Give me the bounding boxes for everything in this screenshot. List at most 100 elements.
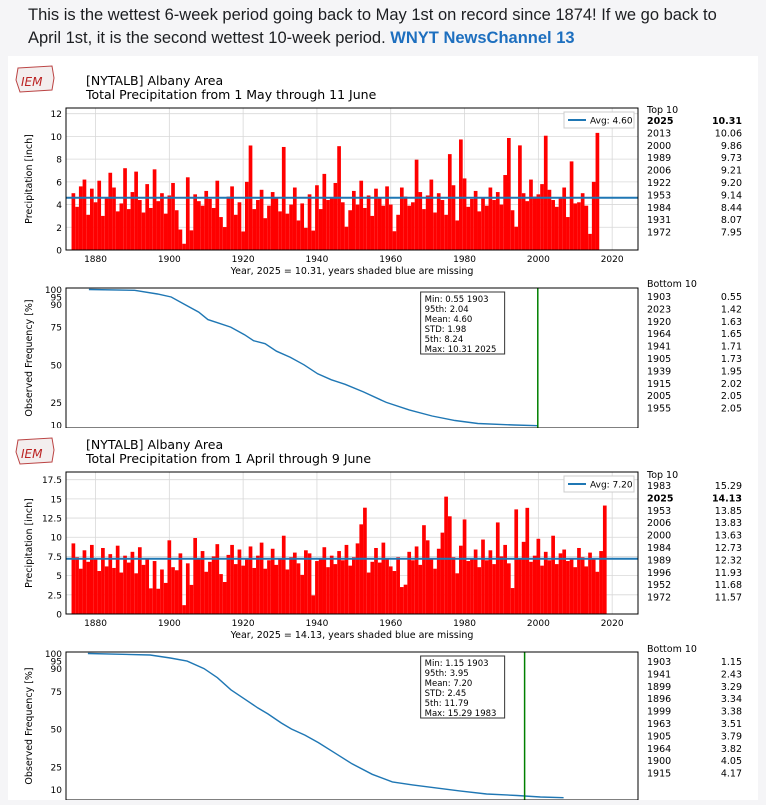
top10-table: 2025 10.31 2013 10.06 2000 9.86 1989 9.73 2006 9.… [647,116,742,239]
bar [444,496,448,614]
table-year: 1953 [647,190,671,201]
stats-line: Max: 10.31 2025 [425,345,497,355]
bar [182,605,186,614]
bar [230,186,234,250]
bar [182,243,186,250]
bar [540,565,544,614]
bar [304,227,308,250]
logo-text: IEM [21,75,43,89]
y-tick-label: 25 [51,763,62,773]
bar [499,204,504,250]
bar [322,547,327,614]
bar [174,570,179,614]
bar [185,177,190,250]
bar [447,516,452,614]
bar [462,178,467,250]
bar [366,195,371,250]
bar [322,173,327,250]
bar [156,201,161,250]
bar [285,213,290,250]
bar [222,227,227,250]
bar [185,563,190,614]
bar [436,193,441,250]
chart-title: Total Precipitation from 1 May through 1… [85,87,377,102]
bar [429,558,434,614]
bar [440,532,445,614]
post-text: This is the wettest 6-week period going … [28,4,748,50]
bar [237,202,242,250]
bar [396,214,400,250]
bar [506,137,511,250]
table-value: 1.15 [721,657,742,668]
table-value: 0.55 [721,292,742,303]
post-link[interactable]: WNYT NewsChannel 13 [390,29,575,47]
bar [588,233,592,250]
x-tick-label: 1920 [232,255,255,265]
bar [307,194,312,250]
bar [554,206,559,250]
bar [381,542,386,614]
y-tick-label: 7.5 [48,553,62,563]
bar [363,507,367,614]
bar [510,588,515,614]
bar [119,203,124,250]
bar [407,551,412,614]
bar [440,200,445,250]
bar [532,555,537,614]
bar [529,561,533,614]
bar [152,561,157,614]
bar [521,541,526,614]
bar [562,187,567,250]
table-value: 15.29 [715,481,742,492]
bar [278,211,282,250]
bar [433,212,437,250]
x-tick-label: 1920 [232,619,255,629]
bar [403,584,408,614]
table-year: 1922 [647,178,671,189]
bar [521,193,526,250]
bar [580,557,585,614]
table-year: 1915 [647,769,671,780]
stats-frame [420,655,506,719]
bar [119,572,124,614]
bar [78,186,83,250]
bar [492,200,496,250]
bar [134,573,138,614]
table-value: 10.06 [715,128,742,139]
bar [123,168,127,250]
table-value: 3.38 [721,707,742,718]
bar [447,154,452,250]
bottom10-header: Bottom 10 [647,279,697,290]
bar [97,180,102,250]
table-year: 1905 [647,354,671,365]
bar [274,564,279,614]
bar [566,217,570,250]
bar [484,205,489,250]
bar [473,549,478,614]
bar [233,564,238,614]
bar [333,182,338,250]
bar [292,552,297,614]
bar [370,215,375,250]
bar [189,230,194,250]
bar [230,544,234,614]
bar [573,203,578,250]
bar [577,202,581,250]
bar [488,187,493,250]
bar [285,569,290,614]
bar [525,507,530,614]
bar [315,185,319,250]
stats-line: STD: 1.98 [425,325,467,335]
table-year: 1931 [647,215,671,226]
y-tick-label: 75 [51,324,62,334]
table-year: 1972 [647,593,671,604]
table-value: 14.13 [712,493,742,504]
bar [525,201,530,250]
table-value: 9.20 [721,178,742,189]
bar [455,220,460,250]
y-tick-label: 10 [51,421,63,428]
bar [348,565,352,614]
plot-frame [65,107,639,251]
bar [503,175,507,250]
bar [436,548,441,614]
